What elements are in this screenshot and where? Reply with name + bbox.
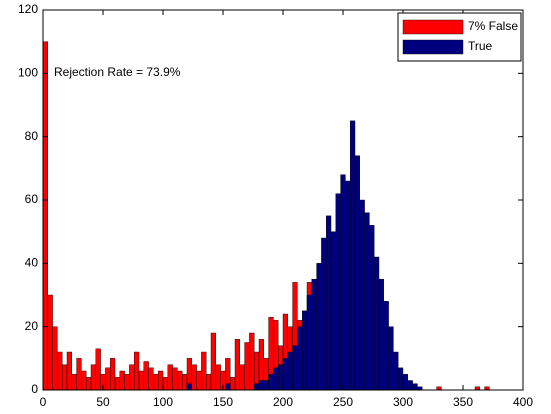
legend-label: 7% False <box>468 19 518 33</box>
x-tick-label: 250 <box>333 395 353 409</box>
bar <box>350 120 356 391</box>
bar <box>153 373 159 391</box>
bar <box>162 377 169 391</box>
bar <box>124 373 130 391</box>
bar <box>330 231 337 391</box>
bar <box>133 351 140 391</box>
bar <box>52 326 58 391</box>
bar <box>42 41 48 391</box>
x-tick-label: 350 <box>453 395 473 409</box>
bar <box>177 370 183 391</box>
bar <box>244 342 250 391</box>
x-tick-label: 50 <box>96 395 110 409</box>
bar <box>345 180 351 391</box>
bar <box>388 326 394 391</box>
bar <box>85 377 92 391</box>
x-tick-label: 0 <box>40 395 47 409</box>
bar <box>119 370 125 391</box>
bar <box>268 373 274 391</box>
bar <box>383 301 389 391</box>
bar <box>129 364 135 391</box>
bar <box>287 351 293 391</box>
bar <box>196 370 202 391</box>
bar <box>282 358 289 391</box>
bar <box>321 237 327 391</box>
bar <box>81 370 87 391</box>
bar <box>398 367 404 391</box>
bar <box>234 339 240 391</box>
bar <box>354 155 361 391</box>
y-tick-label: 80 <box>25 129 39 143</box>
bar <box>186 383 193 391</box>
bar <box>340 174 346 391</box>
bar <box>157 370 164 391</box>
bar <box>76 358 82 391</box>
bar <box>71 373 77 391</box>
y-tick-label: 100 <box>18 66 38 80</box>
x-tick-label: 200 <box>273 395 293 409</box>
bar <box>311 278 317 391</box>
bar <box>302 310 308 391</box>
bar <box>239 364 245 391</box>
bar <box>105 367 111 391</box>
bar <box>95 348 101 391</box>
bar <box>66 351 72 391</box>
bar <box>374 256 380 391</box>
bar <box>114 377 120 391</box>
annotation: Rejection Rate = 73.9% <box>54 65 181 79</box>
bar <box>191 364 197 391</box>
bar <box>335 193 341 391</box>
bar <box>109 358 116 391</box>
bar <box>90 364 96 391</box>
bar <box>47 294 53 391</box>
bar <box>369 225 375 391</box>
bar <box>407 380 413 391</box>
bar <box>225 383 231 391</box>
y-tick-label: 40 <box>25 256 39 270</box>
bar <box>364 212 370 391</box>
legend-swatch <box>402 39 464 55</box>
bar <box>393 351 399 391</box>
x-tick-label: 100 <box>153 395 173 409</box>
bar <box>215 364 221 391</box>
bar <box>210 332 216 391</box>
bar <box>148 367 154 391</box>
bar <box>263 380 269 391</box>
x-tick-label: 400 <box>513 395 533 409</box>
x-tick-label: 300 <box>393 395 413 409</box>
legend-swatch <box>402 19 464 35</box>
bar <box>297 326 303 391</box>
bar <box>306 294 313 391</box>
y-tick-label: 60 <box>25 192 39 206</box>
bar <box>258 380 265 391</box>
y-tick-label: 120 <box>18 2 38 16</box>
bar <box>62 364 68 391</box>
bar <box>143 361 149 391</box>
bar <box>359 199 365 391</box>
bar <box>278 364 284 391</box>
bar <box>201 351 207 391</box>
bar <box>229 377 236 391</box>
x-tick-label: 150 <box>213 395 233 409</box>
bar <box>292 345 298 391</box>
bar <box>172 367 178 391</box>
y-tick-label: 0 <box>31 382 38 396</box>
bar <box>412 383 418 391</box>
bar <box>273 367 279 391</box>
bar <box>205 373 212 391</box>
bar <box>402 373 409 391</box>
bar <box>249 332 255 391</box>
bar <box>326 215 332 391</box>
bar <box>316 263 322 391</box>
bar <box>181 373 188 391</box>
bar <box>138 370 145 391</box>
bar <box>253 383 260 391</box>
bar <box>378 278 384 391</box>
y-tick-label: 20 <box>25 319 39 333</box>
bar <box>57 351 63 391</box>
bar <box>167 364 173 391</box>
legend-label: True <box>468 39 493 53</box>
